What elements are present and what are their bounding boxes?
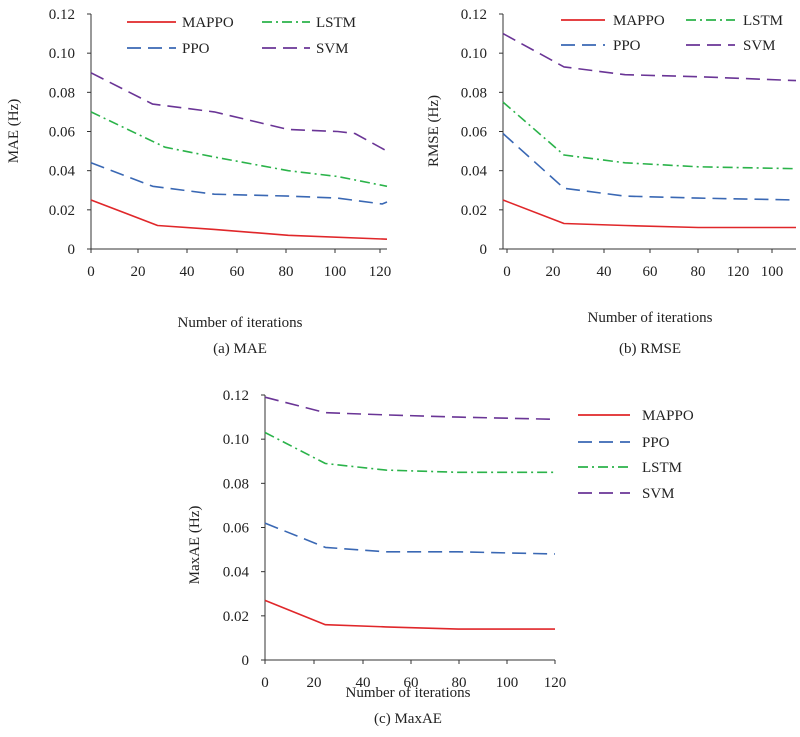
x-tick-label: 0	[87, 264, 95, 280]
y-tick-label: 0.08	[461, 85, 487, 101]
x-axis-title: Number of iterations	[588, 310, 713, 326]
series-line-ppo	[90, 162, 388, 205]
y-tick-label: 0.04	[49, 164, 76, 180]
legend-label-svm: SVM	[316, 41, 349, 57]
x-tick-label: 100	[324, 264, 347, 280]
x-tick-label: 100	[761, 264, 784, 280]
y-tick-label: 0	[68, 242, 76, 258]
panel-a-mae: 0 0.02 0.04 0.06 0.08 0.10 0.12 0 20 40 60 80 100 120…	[6, 7, 391, 357]
series-line-ppo	[264, 522, 556, 555]
series-line-svm	[90, 72, 388, 152]
panel-caption: (b) RMSE	[619, 341, 681, 357]
y-tick-label: 0	[242, 653, 250, 669]
y-tick-label: 0.12	[223, 388, 249, 404]
y-tick-label: 0.04	[461, 164, 488, 180]
legend-label-mappo: MAPPO	[642, 408, 694, 424]
legend-label-ppo: PPO	[182, 41, 210, 57]
series-line-lstm	[264, 431, 555, 474]
x-axis-title: Number of iterations	[178, 315, 303, 331]
panel-caption: (c) MaxAE	[374, 711, 442, 727]
y-tick-label: 0.12	[49, 7, 75, 23]
series-line-mappo	[502, 199, 796, 229]
x-tick-label: 40	[180, 264, 195, 280]
series-line-mappo	[90, 199, 388, 240]
x-tick-label: 80	[691, 264, 706, 280]
x-tick-label: 80	[452, 675, 467, 691]
x-tick-label: 0	[503, 264, 511, 280]
x-tick-label: 120	[544, 675, 567, 691]
y-tick-label: 0.08	[49, 85, 75, 101]
x-tick-label: 60	[643, 264, 658, 280]
legend-label-mappo: MAPPO	[613, 13, 665, 29]
y-tick-label: 0.06	[49, 125, 76, 141]
legend-label-svm: SVM	[743, 38, 776, 54]
y-axis-title: MAE (Hz)	[6, 99, 22, 164]
x-tick-label: 60	[404, 675, 419, 691]
series-line-lstm	[502, 101, 797, 170]
y-tick-label: 0.10	[461, 46, 487, 62]
x-tick-label: 120	[727, 264, 750, 280]
x-tick-label: 80	[279, 264, 294, 280]
series-line-mappo	[264, 599, 555, 630]
legend-label-lstm: LSTM	[316, 15, 356, 31]
legend-label-mappo: MAPPO	[182, 15, 234, 31]
x-tick-label: 60	[230, 264, 245, 280]
x-axis-title: Number of iterations	[346, 685, 471, 701]
x-tick-label: 120	[369, 264, 392, 280]
x-tick-label: 40	[597, 264, 612, 280]
y-tick-label: 0.08	[223, 476, 249, 492]
legend-label-ppo: PPO	[642, 435, 670, 451]
y-tick-label: 0.10	[49, 46, 75, 62]
x-tick-label: 20	[307, 675, 322, 691]
y-tick-label: 0.02	[223, 609, 249, 625]
series-line-svm	[502, 32, 797, 82]
series-line-lstm	[90, 111, 388, 188]
series-line-ppo	[502, 132, 797, 201]
y-tick-label: 0.06	[223, 521, 250, 537]
x-tick-label: 0	[261, 675, 269, 691]
y-tick-label: 0.02	[49, 203, 75, 219]
y-axis-title: RMSE (Hz)	[426, 95, 442, 167]
y-tick-label: 0	[480, 242, 488, 258]
x-tick-label: 20	[131, 264, 146, 280]
x-tick-label: 100	[496, 675, 519, 691]
legend-label-ppo: PPO	[613, 38, 641, 54]
y-axis-title: MaxAE (Hz)	[187, 506, 203, 585]
legend-label-lstm: LSTM	[743, 13, 783, 29]
panel-caption: (a) MAE	[213, 341, 267, 357]
panel-c-maxae: 0 0.02 0.04 0.06 0.08 0.10 0.12 0 20 40 60 80 100 120…	[187, 388, 694, 727]
y-tick-label: 0.04	[223, 565, 250, 581]
legend-label-svm: SVM	[642, 486, 675, 502]
panel-b-rmse: 0 0.02 0.04 0.06 0.08 0.10 0.12 0 20 40 60 80 120 100…	[426, 7, 797, 357]
x-tick-label: 20	[546, 264, 561, 280]
y-tick-label: 0.02	[461, 203, 487, 219]
y-tick-label: 0.12	[461, 7, 487, 23]
x-tick-label: 40	[356, 675, 371, 691]
legend-label-lstm: LSTM	[642, 460, 682, 476]
y-tick-label: 0.06	[461, 125, 488, 141]
y-tick-label: 0.10	[223, 432, 249, 448]
series-line-svm	[264, 396, 556, 421]
